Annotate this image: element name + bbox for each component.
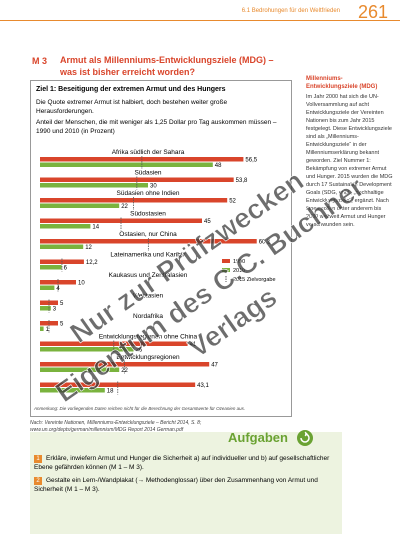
value-label: 47 — [211, 363, 218, 369]
value-label: 10 — [78, 281, 85, 287]
chart-description: Anteil der Menschen, die mit weniger als… — [36, 119, 277, 135]
value-label: 1 — [46, 327, 50, 333]
task-text: Gestalte ein Lern-/Wandplakat (→ Methode… — [34, 477, 318, 493]
value-label: 3 — [53, 307, 57, 313]
value-label: 45 — [204, 219, 211, 225]
page-number: 261 — [357, 2, 388, 22]
value-label: 12 — [85, 245, 92, 251]
chart-note: Anmerkung: Die vorliegenden Daten reiche… — [34, 406, 246, 411]
task-number: 2 — [34, 477, 42, 485]
category-label: Südostasien — [130, 211, 166, 218]
value-label: 53,8 — [236, 178, 248, 184]
bar — [40, 388, 105, 393]
sidebar-title: Millenniums-Entwicklungsziele (MDG) — [306, 76, 378, 90]
section-title: 6.1 Bedrohungen für den Weltfrieden — [241, 8, 340, 14]
value-label: 5 — [60, 301, 64, 307]
value-label: 52 — [229, 199, 236, 205]
header-rule — [0, 20, 400, 21]
value-label: 14 — [92, 225, 99, 231]
source: Nach: Vereinte Nationen, Millenniums-Ent… — [30, 420, 202, 433]
chart-title: Ziel 1: Beseitigung der extremen Armut u… — [36, 86, 226, 93]
legend-label: 2015 Zielvorgabe — [233, 277, 276, 283]
category-label: Nordafrika — [133, 313, 163, 320]
bar — [40, 306, 51, 311]
material-label: M 3 — [32, 56, 48, 66]
category-label: Afrika südlich der Sahara — [112, 149, 185, 156]
legend-label: 2010 — [233, 268, 245, 274]
bar — [40, 224, 91, 229]
material-title: Armut als Millenniums-Entwicklungsziele … — [60, 55, 274, 77]
value-label: 56,5 — [245, 158, 257, 164]
chart-subtitle: Die Quote extremer Armut ist halbiert, d… — [36, 99, 228, 115]
value-label: 4 — [56, 286, 60, 292]
legend-swatch — [222, 268, 230, 272]
value-label: 26 — [136, 348, 143, 354]
tasks-title: Aufgaben — [228, 430, 288, 445]
task-number: 1 — [34, 455, 42, 463]
value-label: 6 — [64, 266, 68, 272]
task: 1 Erkläre, inwiefern Armut und Hunger die… — [34, 454, 334, 472]
category-label: Südasien — [134, 170, 161, 177]
value-label: 5 — [60, 322, 64, 328]
value-label: 18 — [107, 389, 114, 395]
legend-label: 1990 — [233, 259, 245, 265]
value-label: 30 — [150, 184, 157, 190]
bar — [40, 244, 84, 249]
legend-swatch — [222, 259, 230, 263]
category-label: Ostasien, nur China — [119, 231, 177, 238]
bar — [40, 183, 148, 188]
bar — [40, 285, 55, 290]
bar — [40, 162, 213, 167]
value-label: 48 — [215, 163, 222, 169]
value-label: 43,1 — [197, 383, 209, 389]
tasks-box — [30, 432, 342, 534]
category-label: Westasien — [133, 293, 164, 300]
category-label: Lateinamerika und Karibik — [110, 252, 186, 259]
chart-frame — [30, 80, 292, 417]
value-label: 60,2 — [259, 240, 271, 246]
task: 2 Gestalte ein Lern-/Wandplakat (→ Method… — [34, 476, 334, 494]
category-label: Entwicklungsregionen ohne China — [99, 334, 198, 341]
sidebar-text: Im Jahr 2000 hat sich die UN-Vollversamm… — [306, 94, 393, 228]
value-label: 41 — [190, 342, 197, 348]
bar — [40, 265, 62, 270]
bar — [40, 367, 120, 372]
category-label: Entwicklungsregionen — [116, 354, 180, 361]
bar — [40, 347, 134, 352]
tasks-icon — [297, 430, 313, 446]
category-label: Kaukasus und Zentralasien — [109, 272, 188, 279]
bar — [40, 326, 44, 331]
task-text: Erkläre, inwiefern Armut und Hunger die … — [34, 455, 330, 471]
value-label: 22 — [121, 204, 128, 210]
bar — [40, 203, 120, 208]
value-label: 12,2 — [86, 260, 98, 266]
category-label: Südasien ohne Indien — [117, 190, 180, 197]
